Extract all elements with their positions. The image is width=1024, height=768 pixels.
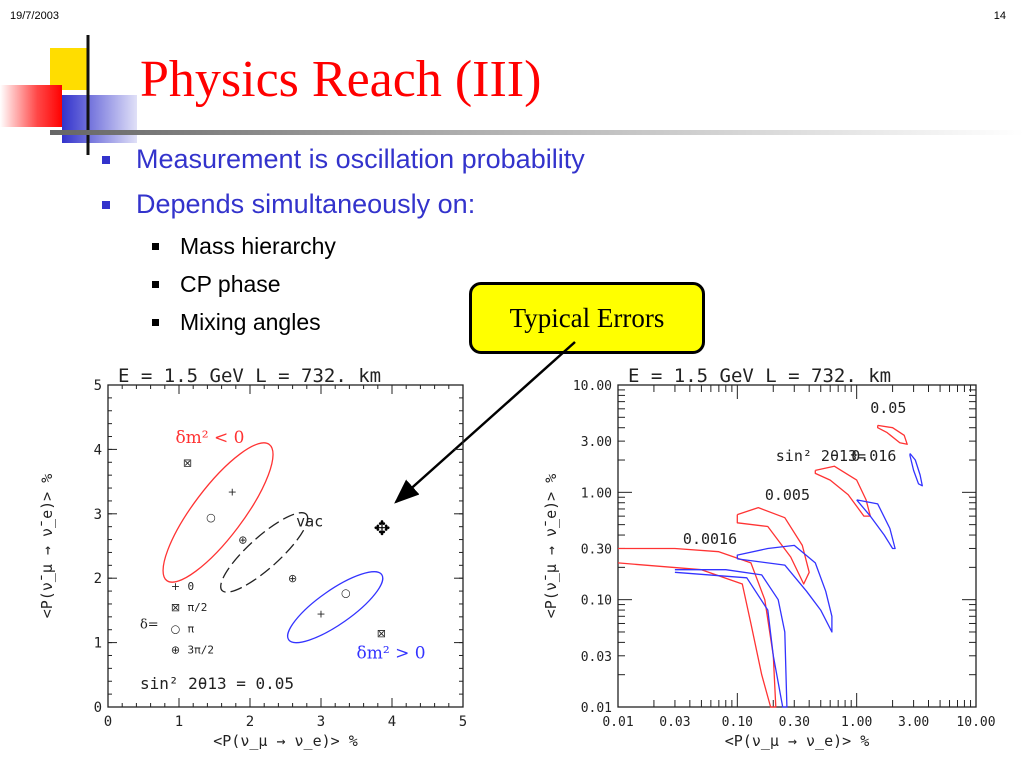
- x-tick-label: 1.00: [841, 715, 872, 730]
- y-tick-label: 1.00: [581, 486, 612, 501]
- plot-right-svg: 0.01 0.03 0.10 0.30 1.00 3.00 10.00 0.01 0.03 0.1…: [542, 365, 996, 750]
- x-axis-label: <P(ν_μ → ν_e)> %: [725, 732, 870, 750]
- delta-marker-1: ⊠: [183, 456, 192, 469]
- y-tick-label: 0.30: [581, 542, 612, 557]
- x-tick-label: 0.10: [722, 715, 753, 730]
- plot-left-svg: 0 1 2 3 4 5 0 1 2 3 4 5 E = 1.5 GeV L = 732. km <P(ν_…: [38, 365, 467, 750]
- legend-label-3: 3π/2: [188, 644, 215, 657]
- label-mixing-angle: sin² 2θ13 = 0.05: [140, 674, 294, 693]
- label-delta: δ=: [140, 617, 159, 632]
- bullet-depends: Depends simultaneously on:: [96, 187, 585, 232]
- legend-symbol-1: ⊠: [171, 601, 180, 614]
- contour-ellipse-0: [162, 442, 274, 583]
- title-decoration-icon: [0, 35, 137, 155]
- move-cursor-icon: ✥: [373, 518, 391, 540]
- x-axis-label: <P(ν_μ → ν_e)> %: [213, 732, 358, 750]
- bullet-list: Measurement is oscillation probability D…: [96, 142, 585, 346]
- y-tick-label: 0.01: [581, 701, 612, 716]
- label-mixing-angle: sin² 2θ13=: [776, 447, 866, 465]
- contour-0.016-5: [856, 499, 896, 550]
- contour-label-1: 0.016: [851, 447, 896, 465]
- x-tick-label: 0.03: [659, 715, 690, 730]
- y-tick-label: 4: [94, 442, 102, 458]
- y-tick-label: 0: [94, 700, 102, 716]
- x-tick-label: 4: [388, 714, 396, 730]
- plot-left: 0 1 2 3 4 5 0 1 2 3 4 5 E = 1.5 GeV L = 732. km <P(ν_…: [30, 362, 480, 762]
- delta-marker-6: ○: [341, 586, 351, 599]
- y-tick-label: 3: [94, 507, 102, 523]
- legend-symbol-0: +: [171, 580, 180, 593]
- y-tick-label: 10.00: [573, 379, 612, 394]
- plot-frame: [617, 384, 977, 708]
- x-tick-label: 0: [104, 714, 112, 730]
- delta-marker-5: ⊠: [377, 627, 386, 640]
- legend-symbol-2: ○: [171, 622, 181, 635]
- slide-page-number: 14: [993, 10, 1006, 22]
- bullet-measurement: Measurement is oscillation probability: [96, 142, 585, 187]
- y-tick-label: 3.00: [581, 435, 612, 450]
- sub-bullet-mass-hierarchy: Mass hierarchy: [96, 232, 585, 270]
- delta-marker-2: ○: [206, 511, 216, 524]
- contour-0.05-6: [877, 424, 908, 445]
- plot-right: 0.01 0.03 0.10 0.30 1.00 3.00 10.00 0.01 0.03 0.1…: [540, 362, 1000, 762]
- y-axis-label: <P(ν̄_μ → ν̄_e)> %: [542, 474, 560, 619]
- slide-date: 19/7/2003: [10, 10, 59, 22]
- contour-label-2: 0.005: [765, 486, 810, 504]
- slide-title: Physics Reach (III): [140, 51, 542, 108]
- x-tick-label: 3: [317, 714, 325, 730]
- y-tick-label: 5: [94, 378, 102, 394]
- x-tick-label: 10.00: [956, 715, 995, 730]
- x-tick-label: 0.30: [779, 715, 810, 730]
- legend-label-2: π: [188, 622, 195, 635]
- x-tick-label: 5: [459, 714, 467, 730]
- sub-bullet-mixing-angles: Mixing angles: [96, 308, 585, 346]
- y-tick-label: 2: [94, 571, 102, 587]
- label-vacuum: vac: [296, 513, 323, 531]
- contour-0.05-7: [909, 453, 923, 487]
- delta-marker-0: +: [228, 485, 237, 498]
- contour-label-0: 0.05: [870, 399, 906, 417]
- x-tick-label: 1: [175, 714, 183, 730]
- x-tick-label: 3.00: [898, 715, 929, 730]
- legend-label-0: 0: [188, 580, 195, 593]
- contour-0.005-2: [736, 506, 810, 585]
- delta-marker-7: ⊕: [288, 572, 297, 585]
- contour-0.005-3: [736, 544, 833, 633]
- contour-label-3: 0.0016: [683, 530, 737, 548]
- delta-marker-4: +: [316, 608, 325, 621]
- chart-title: E = 1.5 GeV L = 732. km: [118, 365, 381, 387]
- title-underline: [50, 130, 1024, 135]
- contour-0.0016-0: [617, 547, 777, 708]
- contour-ellipse-1: [287, 571, 384, 644]
- y-tick-label: 1: [94, 636, 102, 652]
- legend-label-1: π/2: [188, 601, 208, 614]
- label-positive-hierarchy: δm² > 0: [357, 644, 426, 664]
- y-tick-label: 0.10: [581, 594, 612, 609]
- plot-frame: [107, 384, 464, 708]
- y-axis-label: <P(ν̄_μ → ν̄_e)> %: [38, 474, 56, 619]
- contour-ellipse-2: [220, 512, 309, 593]
- y-tick-label: 0.03: [581, 650, 612, 665]
- contour-0.0016-1: [674, 569, 788, 708]
- x-tick-label: 2: [246, 714, 254, 730]
- contour-0.016-4: [814, 465, 871, 517]
- sub-bullet-cp-phase: CP phase: [96, 270, 585, 308]
- label-negative-hierarchy: δm² < 0: [175, 428, 244, 448]
- delta-marker-3: ⊕: [238, 534, 247, 547]
- typical-errors-callout[interactable]: Typical Errors: [469, 282, 705, 354]
- chart-title: E = 1.5 GeV L = 732. km: [628, 365, 891, 387]
- x-tick-label: 0.01: [602, 715, 633, 730]
- legend-symbol-3: ⊕: [171, 644, 180, 657]
